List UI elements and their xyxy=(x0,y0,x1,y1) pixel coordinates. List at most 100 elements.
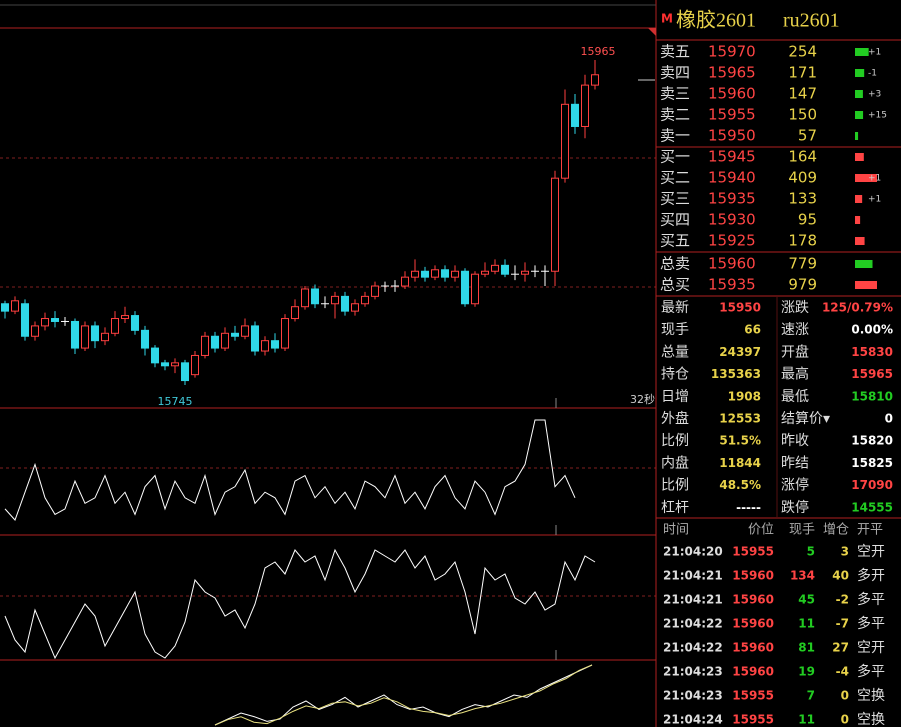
book-volume: 164 xyxy=(788,148,817,166)
trade-type: 空换 xyxy=(857,711,885,727)
trade-type: 多平 xyxy=(857,591,885,608)
volume-bar xyxy=(855,174,877,182)
book-volume: 979 xyxy=(788,276,817,294)
book-label: 买五 xyxy=(660,232,690,250)
book-price: 15965 xyxy=(708,64,756,82)
book-volume: 147 xyxy=(788,85,817,103)
trade-price: 15960 xyxy=(732,617,774,631)
book-price: 15935 xyxy=(708,276,756,294)
volume-bar xyxy=(855,90,863,98)
trade-header: 增仓 xyxy=(823,523,849,538)
candle-body xyxy=(201,335,209,356)
stat-label: 涨跌 xyxy=(781,300,809,316)
high-label: 15965 xyxy=(581,45,616,58)
candle-body xyxy=(261,340,269,352)
stat-value: 0 xyxy=(885,412,893,426)
candle-body xyxy=(91,325,99,342)
candle-body xyxy=(291,306,299,320)
trade-oi: 3 xyxy=(841,545,849,559)
candle-body xyxy=(591,74,599,86)
stat-label: 比例 xyxy=(661,433,689,449)
book-label: 卖四 xyxy=(660,64,690,82)
stat-value: 17090 xyxy=(851,478,893,492)
candle-body xyxy=(461,270,469,305)
candle-body xyxy=(1,303,9,312)
candle-body xyxy=(121,315,129,320)
candle-body xyxy=(241,325,249,337)
trade-type: 多平 xyxy=(857,615,885,632)
book-label: 卖二 xyxy=(660,106,690,124)
indicator-line xyxy=(214,664,593,726)
trade-volume: 5 xyxy=(807,545,815,559)
trade-time: 21:04:22 xyxy=(663,641,723,655)
candle-body xyxy=(331,295,339,305)
trade-oi: 0 xyxy=(841,713,849,727)
book-change: +15 xyxy=(868,111,887,121)
candle-body xyxy=(411,270,419,278)
stat-label: 涨停 xyxy=(781,477,809,494)
stat-label: 最新 xyxy=(661,300,689,316)
candle-body xyxy=(551,177,559,272)
trade-type: 多开 xyxy=(857,567,885,584)
stat-value: 11844 xyxy=(719,456,761,470)
trade-oi: 0 xyxy=(841,689,849,703)
trade-price: 15960 xyxy=(732,569,774,583)
candle-body xyxy=(361,295,369,305)
trade-time: 21:04:21 xyxy=(663,593,723,607)
book-volume: 178 xyxy=(788,232,817,250)
candle-body xyxy=(371,285,379,297)
volume-bar xyxy=(855,281,877,289)
stat-value: ----- xyxy=(736,500,761,514)
candle-body xyxy=(151,347,159,364)
candle-body xyxy=(521,270,529,275)
candle-body xyxy=(311,288,319,305)
candle-body xyxy=(481,270,489,275)
volume-bar xyxy=(855,260,873,268)
candle-body xyxy=(341,295,349,312)
trade-price: 15960 xyxy=(732,593,774,607)
book-price: 15935 xyxy=(708,190,756,208)
candle-body xyxy=(571,103,579,127)
indicator-line xyxy=(4,419,576,521)
trade-type: 空开 xyxy=(857,640,885,656)
trade-volume: 45 xyxy=(798,593,815,607)
stat-label: 日增 xyxy=(661,389,689,405)
book-label: 卖三 xyxy=(660,85,690,103)
book-volume: 409 xyxy=(788,169,817,187)
book-volume: 779 xyxy=(788,255,817,273)
stat-value: 0.00% xyxy=(851,323,893,337)
stat-label: 结算价▾ xyxy=(781,411,830,427)
volume-bar xyxy=(855,153,864,161)
candle-body xyxy=(141,329,149,349)
stat-label: 速涨 xyxy=(781,322,809,338)
book-label: 买四 xyxy=(660,211,690,229)
volume-bar xyxy=(855,69,865,77)
title: 橡胶2601 xyxy=(676,9,756,32)
candle-body xyxy=(171,362,179,367)
book-change: +1 xyxy=(868,174,881,184)
trade-type: 多平 xyxy=(857,663,885,680)
candle-body xyxy=(71,320,79,349)
stat-value: 15965 xyxy=(851,367,893,381)
candle-body xyxy=(351,303,359,312)
stat-value: 15810 xyxy=(851,389,893,403)
candle-body xyxy=(101,332,109,342)
book-change: +1 xyxy=(868,195,881,205)
book-label: 买二 xyxy=(660,169,690,187)
stat-value: 14555 xyxy=(851,500,893,514)
indicator-line xyxy=(4,548,596,660)
stat-value: 12553 xyxy=(719,412,761,426)
trade-volume: 11 xyxy=(798,713,815,727)
trade-oi: -4 xyxy=(836,665,849,679)
book-price: 15940 xyxy=(708,169,756,187)
volume-bar xyxy=(855,195,863,203)
candle-body xyxy=(431,269,439,278)
trade-time: 21:04:24 xyxy=(663,713,723,727)
trade-volume: 81 xyxy=(798,641,815,655)
candle-body xyxy=(81,325,89,349)
trade-oi: 40 xyxy=(832,569,849,583)
volume-bar xyxy=(855,237,865,245)
trade-time: 21:04:23 xyxy=(663,689,723,703)
candle-body xyxy=(491,264,499,272)
trade-price: 15955 xyxy=(732,713,774,727)
